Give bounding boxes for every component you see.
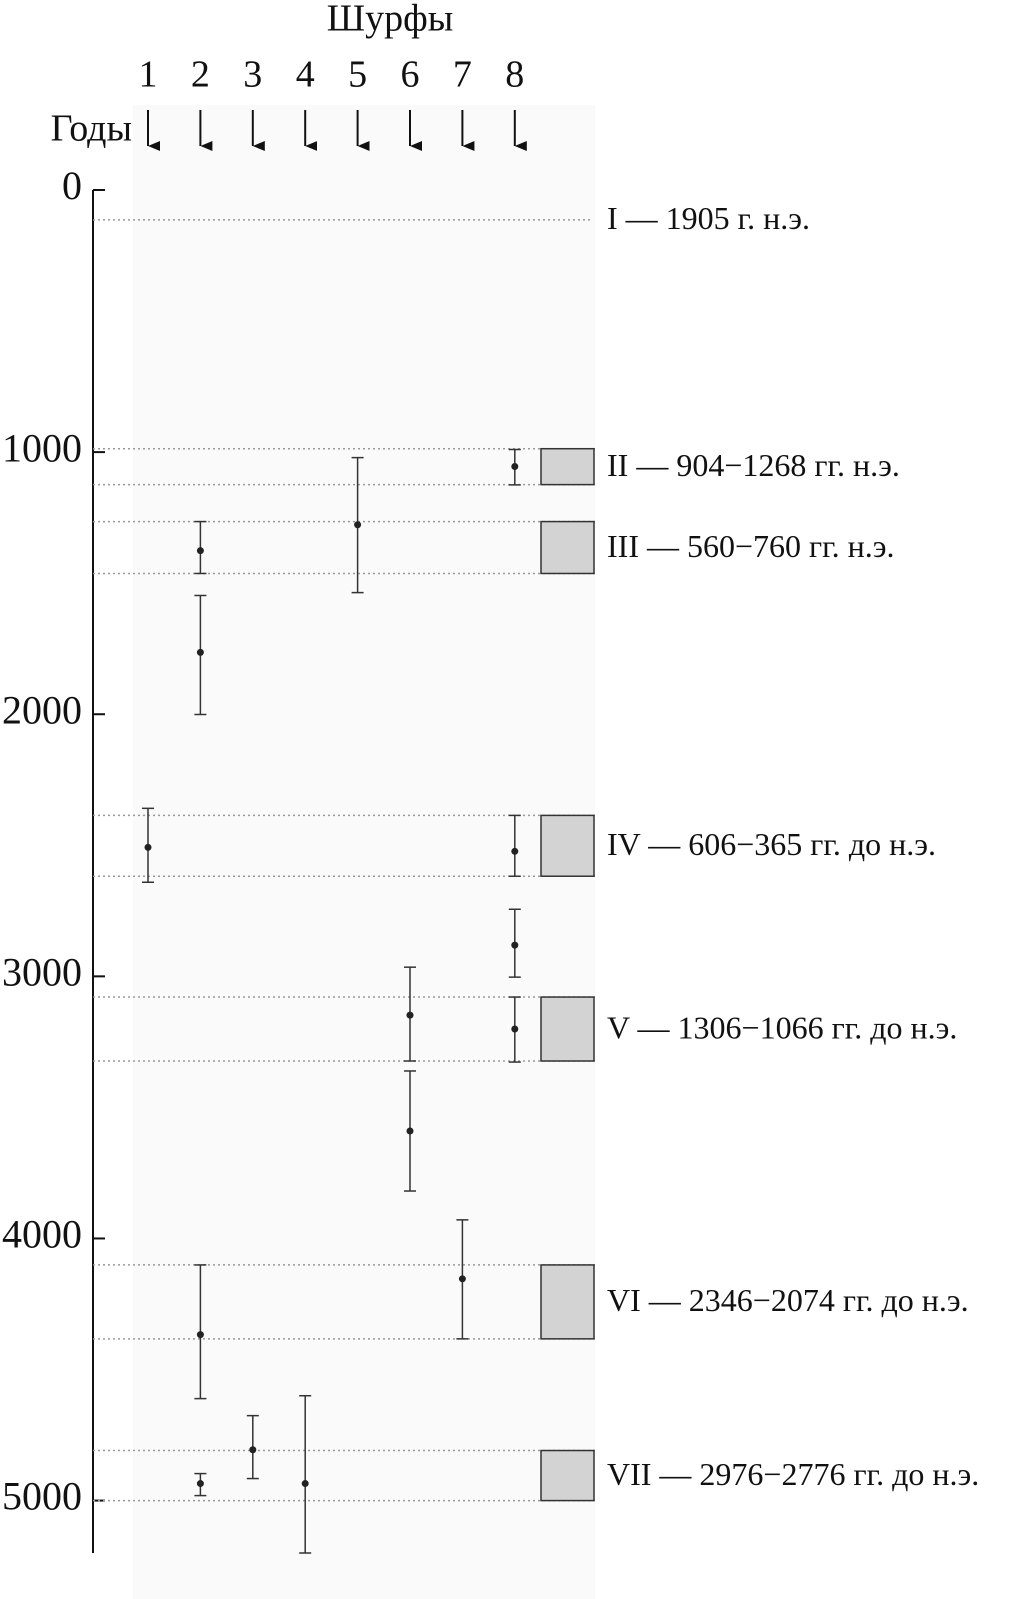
y-tick-label: 4000: [2, 1212, 82, 1257]
data-point: [196, 1331, 204, 1339]
y-tick-label: 3000: [2, 950, 82, 995]
data-point: [511, 1025, 519, 1033]
period-box: [540, 1449, 595, 1502]
x-category-label: 8: [505, 54, 524, 96]
x-category-label: 3: [243, 54, 262, 96]
period-box: [540, 447, 595, 486]
data-point: [406, 1127, 414, 1135]
x-category-label: 7: [453, 54, 472, 96]
period-label: I — 1905 г. н.э.: [607, 200, 810, 236]
data-point: [249, 1446, 257, 1454]
x-category-label: 6: [401, 54, 420, 96]
y-tick-label: 1000: [2, 425, 82, 470]
period-label: VII — 2976−2776 гг. до н.э.: [607, 1456, 979, 1492]
period-box: [540, 1264, 595, 1340]
x-category-label: 2: [191, 54, 210, 96]
y-tick-label: 5000: [2, 1474, 82, 1519]
data-point: [196, 648, 204, 656]
data-point: [354, 521, 362, 529]
data-point: [458, 1275, 466, 1283]
period-box: [540, 520, 595, 575]
data-point: [301, 1480, 309, 1488]
period-label: IV — 606−365 гг. до н.э.: [607, 826, 936, 862]
data-point: [196, 1480, 204, 1488]
period-box: [540, 996, 595, 1062]
data-point: [511, 941, 519, 949]
period-box: [540, 814, 595, 877]
data-point: [144, 843, 152, 851]
period-label: III — 560−760 гг. н.э.: [607, 528, 895, 564]
data-point: [196, 547, 204, 555]
x-category-label: 1: [139, 54, 158, 96]
data-point: [406, 1011, 414, 1019]
y-tick-label: 2000: [2, 687, 82, 732]
period-label: VI — 2346−2074 гг. до н.э.: [607, 1282, 969, 1318]
x-category-label: 5: [348, 54, 367, 96]
y-axis-label: Годы: [51, 108, 132, 150]
y-tick-label: 0: [62, 163, 82, 208]
chart-title: Шурфы: [327, 0, 454, 40]
period-label: V — 1306−1066 гг. до н.э.: [607, 1009, 957, 1045]
x-category-label: 4: [296, 54, 315, 96]
data-point: [511, 463, 519, 471]
plot-background: [133, 105, 595, 1599]
period-label: II — 904−1268 гг. н.э.: [607, 447, 900, 483]
data-point: [511, 847, 519, 855]
